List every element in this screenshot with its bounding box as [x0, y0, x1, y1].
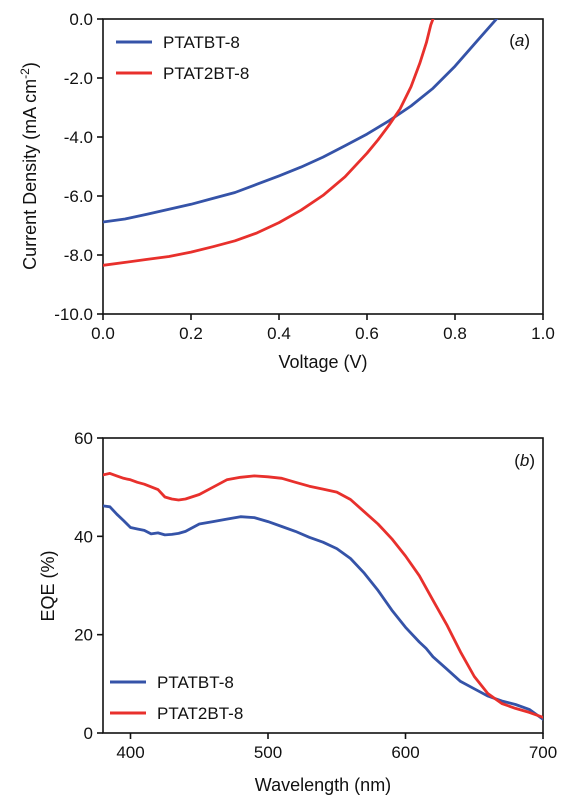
panel-b-y-tick-label: 0 [84, 724, 93, 743]
panel-a-x-tick-label: 0.6 [355, 324, 379, 343]
panel-a-series-line-ptat2bt-8 [103, 19, 435, 267]
panel-b-x-tick-label: 500 [254, 743, 282, 762]
panel-a-plot-frame [102, 18, 544, 315]
panel-a-y-tick-label: 0.0 [69, 10, 93, 29]
panel-a-series-lines [103, 19, 499, 267]
panel-b-x-tick-label: 700 [529, 743, 557, 762]
panel-a-y-ticks: 0.0 -2.0 -4.0 -6.0 -8.0 -10.0 [54, 10, 103, 324]
panel-a-legend-label-ptatbt-8: PTATBT-8 [163, 33, 240, 52]
panel-b-legend-label-ptatbt-8: PTATBT-8 [157, 673, 234, 692]
panel-a-y-tick-label: -8.0 [64, 246, 93, 265]
panel-a-y-tick-label: -2.0 [64, 69, 93, 88]
panel-a-series-line-ptatbt-8 [103, 19, 499, 224]
panel-b-plot-frame [102, 437, 544, 734]
panel-a-x-tick-label: 0.8 [443, 324, 467, 343]
panel-b-y-tick-label: 60 [74, 429, 93, 448]
panel-a-x-tick-label: 1.0 [531, 324, 555, 343]
panel-b-x-axis-title: Wavelength (nm) [255, 775, 391, 795]
panel-a-label: (a) [509, 31, 530, 50]
panel-a-y-tick-label: -4.0 [64, 128, 93, 147]
panel-b-x-tick-label: 400 [116, 743, 144, 762]
panel-b-x-ticks: 400 500 600 700 [116, 733, 557, 762]
panel-a-y-tick-label: -6.0 [64, 187, 93, 206]
panel-a-x-ticks: 0.0 0.2 0.4 0.6 0.8 1.0 [91, 314, 555, 343]
panel-b-y-tick-label: 20 [74, 626, 93, 645]
panel-b-series-line-ptatbt-8 [103, 504, 543, 721]
panel-a-y-tick-label: -10.0 [54, 305, 93, 324]
panel-a-x-tick-label: 0.2 [179, 324, 203, 343]
panel-a-y-axis-title: Current Density (mA cm-2) [18, 62, 40, 270]
panel-b-legend-label-ptat2bt-8: PTAT2BT-8 [157, 704, 243, 723]
panel-a-x-tick-label: 0.0 [91, 324, 115, 343]
panel-b-series-lines [103, 471, 543, 721]
panel-b-y-tick-label: 40 [74, 527, 93, 546]
panel-b-y-ticks: 0 20 40 60 [74, 429, 103, 743]
panel-b-chart: 400 500 600 700 0 20 40 60 (b) PTATBT-8 PTAT2B… [38, 429, 557, 795]
panel-b-label: (b) [514, 451, 535, 470]
panel-b-series-line-ptat2bt-8 [103, 471, 543, 719]
panel-b-x-tick-label: 600 [391, 743, 419, 762]
panel-a-x-tick-label: 0.4 [267, 324, 291, 343]
panel-a-legend-label-ptat2bt-8: PTAT2BT-8 [163, 64, 249, 83]
panel-a-x-axis-title: Voltage (V) [278, 352, 367, 372]
panel-b-y-axis-title: EQE (%) [38, 550, 58, 621]
panel-a-chart: 0.0 0.2 0.4 0.6 0.8 1.0 0.0 -2.0 -4.0 -6.0 -8.0 -1… [18, 10, 555, 372]
